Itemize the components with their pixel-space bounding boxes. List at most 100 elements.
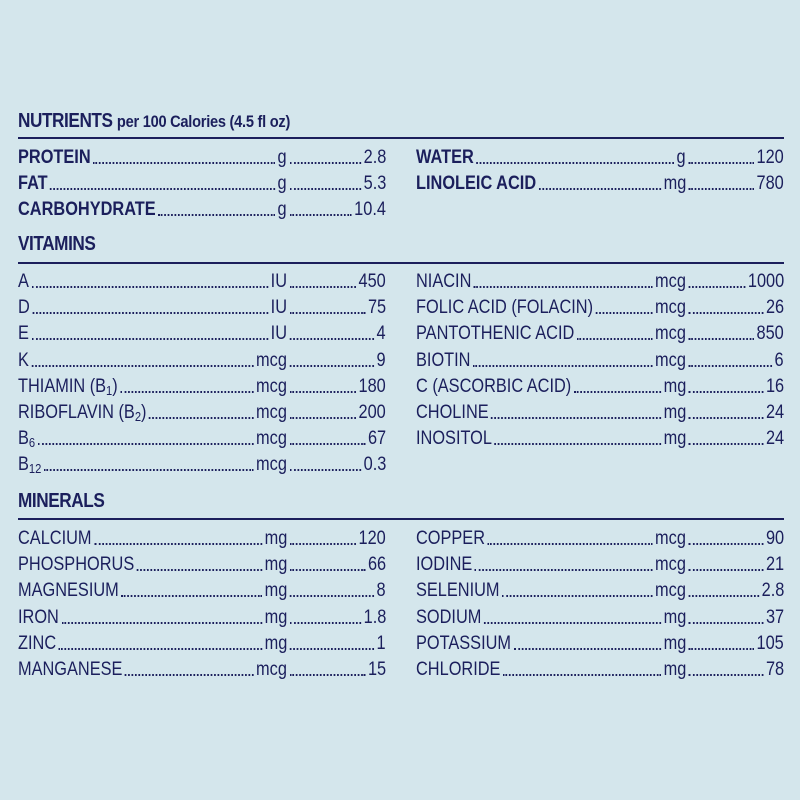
nutrient-name: PHOSPHORUS bbox=[18, 553, 134, 577]
nutrient-name: CARBOHYDRATE bbox=[18, 198, 156, 222]
nutrient-value: 2.8 bbox=[761, 580, 785, 602]
dot-leader bbox=[688, 312, 764, 315]
nutrient-name: MAGNESIUM bbox=[18, 579, 119, 603]
dot-leader bbox=[502, 674, 662, 676]
nutrient-value: 78 bbox=[765, 659, 785, 680]
dot-leader bbox=[58, 647, 263, 650]
nutrient-unit: mcg bbox=[256, 428, 287, 450]
dot-leader bbox=[688, 674, 764, 676]
vitamins-heading: VITAMINS bbox=[18, 233, 96, 256]
nutrient-name-text: B bbox=[18, 454, 29, 476]
nutrient-name-text: NIACIN bbox=[416, 271, 472, 292]
nutrient-unit: mg bbox=[264, 606, 288, 628]
nutrient-name: WATER bbox=[416, 146, 474, 170]
nutrient-unit: g bbox=[277, 199, 287, 221]
nutrient-unit: IU bbox=[270, 297, 287, 319]
nutrient-name: SELENIUM bbox=[416, 579, 500, 603]
nutrient-name-text: ZINC bbox=[18, 632, 57, 654]
nutrient-value: 850 bbox=[756, 323, 784, 345]
dot-leader bbox=[688, 647, 754, 650]
nutrient-name: CHOLINE bbox=[416, 401, 489, 425]
dot-leader bbox=[120, 390, 254, 393]
nutrient-row: THIAMIN (B1) mcg 180 bbox=[18, 375, 386, 399]
nutrient-name: THIAMIN (B1) bbox=[18, 375, 118, 399]
nutrient-row: FOLIC ACID (FOLACIN) mcg 26 bbox=[416, 296, 784, 320]
dot-leader bbox=[538, 188, 662, 191]
nutrient-name: RIBOFLAVIN (B2) bbox=[18, 401, 146, 425]
dot-leader bbox=[574, 390, 662, 393]
dot-leader bbox=[289, 674, 366, 676]
nutrient-value: 16 bbox=[765, 375, 785, 397]
dot-leader bbox=[487, 543, 653, 545]
nutrient-unit: g bbox=[676, 147, 686, 168]
nutrient-value: 24 bbox=[765, 428, 785, 450]
minerals-heading: MINERALS bbox=[18, 490, 105, 513]
nutrient-name: FOLIC ACID (FOLACIN) bbox=[416, 296, 593, 320]
nutrient-name: IRON bbox=[18, 606, 59, 630]
nutrient-row: IODINE mcg 21 bbox=[416, 553, 784, 577]
nutrient-row: MAGNESIUM mg 8 bbox=[18, 579, 386, 603]
nutrient-value: 120 bbox=[358, 528, 386, 549]
nutrient-row: IRON mg 1.8 bbox=[18, 606, 386, 630]
dot-leader bbox=[483, 621, 662, 624]
nutrient-name: B12 bbox=[18, 453, 41, 477]
nutrient-row: CHLORIDE mg 78 bbox=[416, 658, 784, 682]
nutrient-row: ZINC mg 1 bbox=[18, 632, 386, 656]
nutrient-name: ZINC bbox=[18, 632, 56, 656]
nutrient-name: D bbox=[18, 296, 30, 320]
nutrient-unit: mg bbox=[663, 428, 687, 450]
dot-leader bbox=[31, 338, 269, 341]
dot-leader bbox=[148, 417, 254, 419]
nutrient-value: 180 bbox=[358, 375, 386, 397]
nutrient-unit: mg bbox=[264, 554, 288, 576]
dot-leader bbox=[289, 338, 374, 341]
nutrient-row: COPPER mcg 90 bbox=[416, 527, 784, 551]
nutrient-value: 66 bbox=[367, 554, 387, 576]
nutrient-name: SODIUM bbox=[416, 606, 481, 630]
nutrient-name-text: COPPER bbox=[416, 528, 486, 549]
dot-leader bbox=[473, 286, 653, 288]
dot-leader bbox=[595, 312, 653, 315]
nutrient-unit: mcg bbox=[655, 271, 686, 292]
nutrient-unit: IU bbox=[270, 271, 287, 292]
nutrient-name-text: CHLORIDE bbox=[416, 659, 501, 680]
nutrient-unit: mcg bbox=[655, 349, 686, 371]
nutrient-name: A bbox=[18, 270, 29, 294]
dot-leader bbox=[289, 214, 352, 217]
nutrient-unit: g bbox=[277, 173, 287, 195]
nutrient-value: 75 bbox=[367, 297, 387, 319]
nutrient-unit: mcg bbox=[256, 375, 287, 397]
dot-leader bbox=[289, 162, 362, 164]
dot-leader bbox=[92, 162, 275, 164]
dot-leader bbox=[474, 569, 653, 572]
nutrient-value: 26 bbox=[765, 297, 785, 319]
nutrient-name: E bbox=[18, 322, 29, 346]
dot-leader bbox=[289, 417, 356, 419]
nutrient-unit: mcg bbox=[256, 349, 287, 371]
dot-leader bbox=[32, 312, 269, 315]
nutrient-name: CALCIUM bbox=[18, 527, 92, 551]
nutrient-unit: mcg bbox=[655, 323, 686, 345]
nutrient-row: PHOSPHORUS mg 66 bbox=[18, 553, 386, 577]
nutrient-name-text: MANGANESE bbox=[18, 659, 123, 680]
dot-leader bbox=[289, 364, 374, 367]
nutrient-value: 780 bbox=[756, 173, 784, 195]
nutrient-unit: mcg bbox=[256, 402, 287, 423]
dot-leader bbox=[688, 595, 760, 598]
dot-leader bbox=[502, 595, 653, 598]
nutrient-row: PROTEIN g 2.8 bbox=[18, 146, 386, 170]
nutrient-name: K bbox=[18, 349, 29, 373]
nutrients-title: NUTRIENTS bbox=[18, 110, 113, 132]
dot-leader bbox=[688, 188, 754, 191]
nutrient-unit: mg bbox=[663, 606, 687, 628]
nutrient-name-text: POTASSIUM bbox=[416, 632, 512, 654]
nutrient-subscript: 1 bbox=[106, 382, 113, 398]
dot-leader bbox=[688, 286, 746, 288]
nutrients-rule bbox=[18, 137, 784, 139]
nutrient-name: BIOTIN bbox=[416, 349, 470, 373]
dot-leader bbox=[688, 338, 754, 341]
nutrient-name: C (ASCORBIC ACID) bbox=[416, 375, 571, 399]
nutrient-row: NIACIN mcg 1000 bbox=[416, 270, 784, 294]
dot-leader bbox=[289, 390, 356, 393]
